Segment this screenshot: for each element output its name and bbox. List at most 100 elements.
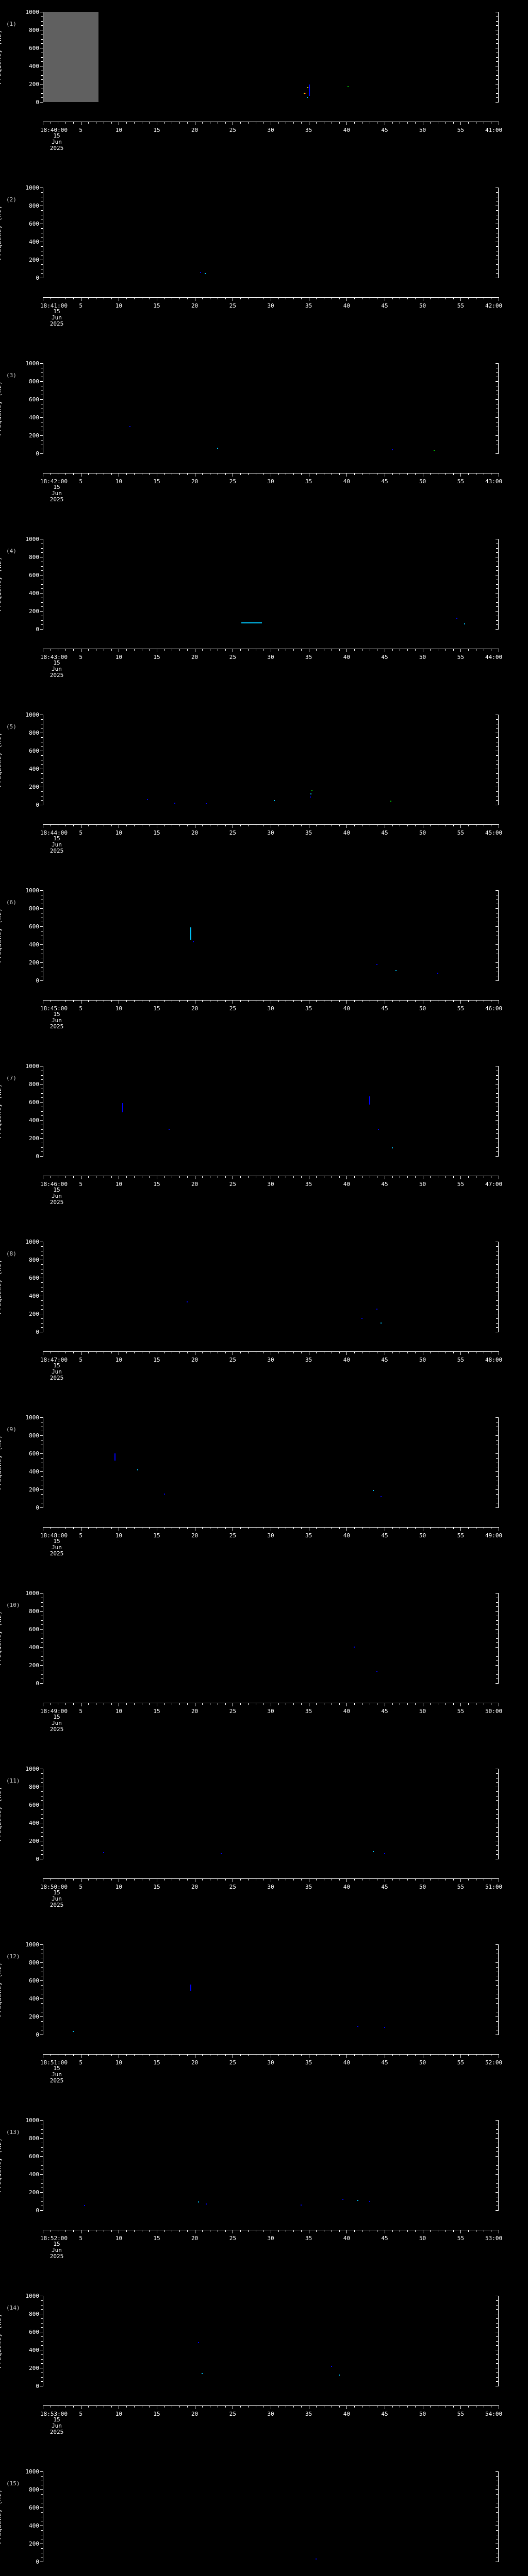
y-axis-tick-right [496, 453, 499, 454]
x-axis-minor-tick [468, 1000, 469, 1002]
date-line: 15 [53, 132, 60, 139]
panel-index-label: (10) [6, 1602, 20, 1608]
y-axis-minor-tick [41, 737, 43, 738]
x-axis-minor-tick [248, 122, 249, 124]
y-axis-minor-tick [41, 2133, 43, 2134]
y-axis-minor-tick [41, 1845, 43, 1846]
y-axis-tick-right [496, 1417, 499, 1418]
x-axis-minor-tick [179, 473, 180, 475]
y-axis-minor-tick [41, 1304, 43, 1306]
x-axis-minor-tick [111, 649, 112, 651]
y-axis-minor-tick-right [496, 273, 499, 274]
x-axis-tick-label: 45 [381, 2235, 388, 2242]
y-axis-tick [40, 435, 43, 436]
y-axis-tick-label: 400 [29, 2171, 39, 2178]
x-axis-minor-tick [354, 824, 355, 826]
y-axis-tick-label: 400 [29, 414, 39, 421]
y-axis-title: Frequency (Hz) [0, 2138, 3, 2193]
x-axis-minor-tick [225, 1703, 226, 1705]
data-point [369, 1096, 370, 1105]
spectrogram-panel: (1) Frequency (Hz) 0 200 400 600 800 1000 18:40:… [0, 0, 528, 176]
y-axis-tick-right [496, 399, 499, 400]
y-axis-minor-tick-right [496, 1318, 499, 1319]
x-axis-minor-tick [187, 297, 188, 299]
y-axis-minor-tick [41, 1660, 43, 1662]
y-axis-minor-tick [41, 1093, 43, 1094]
y-axis-tick-label: 400 [29, 2347, 39, 2353]
data-point [198, 2342, 200, 2343]
date-line: 2025 [50, 1375, 64, 1381]
date-line: 2025 [50, 145, 64, 151]
x-axis-tick-label: 30 [267, 1181, 274, 1188]
x-axis-minor-tick [65, 1527, 67, 1529]
y-axis-title: Frequency (Hz) [0, 1611, 3, 1666]
y-axis-tick-label: 0 [36, 2383, 39, 2389]
y-axis-minor-tick [41, 1097, 43, 1098]
y-axis-minor-tick [41, 1273, 43, 1274]
date-line: 2025 [50, 1726, 64, 1733]
data-point [241, 622, 262, 623]
x-axis-end-label: 50:00 [485, 1708, 503, 1715]
x-axis-minor-tick [149, 1703, 150, 1705]
x-axis-minor-tick [248, 1878, 249, 1880]
y-axis-tick-right [496, 2192, 499, 2193]
x-axis-end-label: 41:00 [485, 127, 503, 133]
x-axis-tick-label: 20 [191, 127, 199, 133]
y-axis-tick-right [496, 2138, 499, 2139]
x-axis-minor-tick [301, 297, 302, 299]
x-axis-minor-tick [293, 2054, 294, 2056]
y-axis-minor-tick-right [496, 16, 499, 17]
x-axis-tick-label: 5 [79, 654, 82, 660]
y-axis-minor-tick-right [496, 2359, 499, 2360]
y-axis-minor-tick [41, 624, 43, 625]
x-axis-minor-tick [202, 473, 203, 475]
x-axis-minor-tick [468, 2054, 469, 2056]
x-axis-tick-label: 55 [457, 302, 464, 309]
y-axis-tick-right [496, 1507, 499, 1508]
x-axis-tick-label: 5 [79, 2235, 82, 2242]
y-axis-minor-tick [41, 1476, 43, 1477]
y-axis-minor-tick [41, 21, 43, 22]
x-axis-minor-tick [126, 2230, 127, 2232]
x-axis-minor-tick [202, 2405, 203, 2408]
y-axis-minor-tick [41, 57, 43, 58]
y-axis-minor-tick [41, 2021, 43, 2022]
x-axis-tick-label: 35 [305, 478, 312, 485]
y-axis-tick-right [496, 1471, 499, 1472]
x-axis-tick-label: 30 [267, 2059, 274, 2066]
y-axis-tick [40, 1980, 43, 1981]
y-axis-minor-tick-right [496, 2323, 499, 2324]
x-axis-minor-tick [354, 2054, 355, 2056]
y-axis-tick-right [496, 1593, 499, 1594]
x-axis-tick-label: 20 [191, 2235, 199, 2242]
x-axis-minor-tick [316, 1527, 317, 1529]
x-axis-minor-tick [65, 2405, 67, 2408]
y-axis-minor-tick [41, 264, 43, 265]
x-axis-minor-tick [339, 2054, 340, 2056]
x-axis-minor-tick [407, 1000, 408, 1002]
x-axis-minor-tick [126, 297, 127, 299]
x-axis-tick [460, 1176, 461, 1179]
y-axis-minor-tick [41, 2530, 43, 2531]
y-axis-minor-tick [41, 1773, 43, 1774]
x-axis-tick-label: 40 [343, 302, 350, 309]
y-axis-tick-right [496, 2174, 499, 2175]
x-axis-minor-tick [407, 2230, 408, 2232]
x-axis-minor-tick [248, 1176, 249, 1178]
y-axis-tick-label: 200 [29, 1838, 39, 1844]
y-axis-title: Frequency (Hz) [0, 1435, 3, 1490]
x-axis-minor-tick [415, 1351, 416, 1353]
x-axis-minor-tick [354, 1527, 355, 1529]
y-axis-minor-tick [41, 1309, 43, 1310]
x-axis-minor-tick [248, 1527, 249, 1529]
x-axis-minor-tick [179, 2230, 180, 2232]
y-axis-minor-tick [41, 1967, 43, 1968]
y-axis-minor-tick-right [496, 2147, 499, 2148]
x-axis-minor-tick [407, 1351, 408, 1353]
x-axis-minor-tick [293, 297, 294, 299]
date-line: 2025 [50, 320, 64, 327]
x-axis-minor-tick [65, 1703, 67, 1705]
x-axis-tick-label: 15 [153, 1181, 160, 1188]
x-axis-minor-tick [392, 1703, 393, 1705]
